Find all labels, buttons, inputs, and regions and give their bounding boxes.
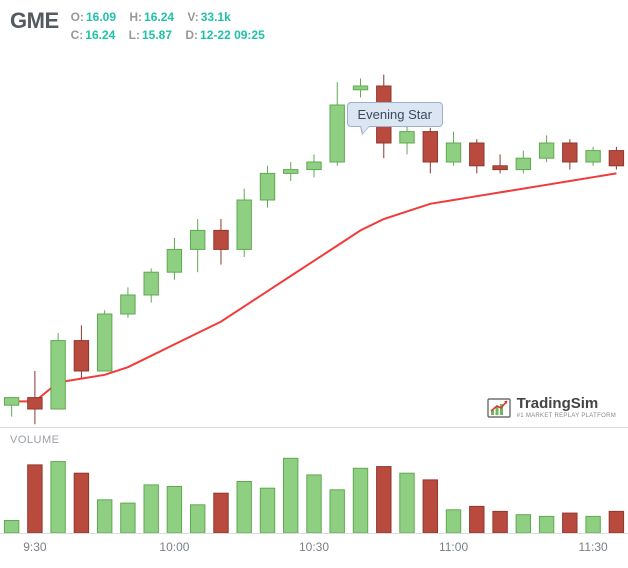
ticker-symbol: GME bbox=[10, 8, 59, 34]
close-value: 16.24 bbox=[85, 28, 115, 42]
annotation-text: Evening Star bbox=[358, 107, 432, 122]
brand-logo-icon bbox=[487, 398, 511, 418]
close-label: C: bbox=[71, 28, 84, 42]
volume-chart[interactable]: VOLUME bbox=[0, 428, 628, 533]
time-axis: 9:30 10:00 10:30 11:00 11:30 bbox=[0, 533, 628, 563]
time-tick: 10:00 bbox=[159, 540, 189, 554]
volume-label: V: bbox=[187, 10, 198, 24]
ohlc-values: O:16.09 H:16.24 V:33.1k C:16.24 L:15.87 … bbox=[71, 8, 275, 44]
brand-name: TradingSim bbox=[517, 396, 616, 411]
ohlc-header: GME O:16.09 H:16.24 V:33.1k C:16.24 L:15… bbox=[0, 0, 628, 48]
date-label: D: bbox=[185, 28, 198, 42]
low-label: L: bbox=[129, 28, 140, 42]
high-label: H: bbox=[129, 10, 142, 24]
low-value: 15.87 bbox=[142, 28, 172, 42]
open-value: 16.09 bbox=[86, 10, 116, 24]
price-chart[interactable]: Evening Star TradingSim #1 MARKET REPLAY… bbox=[0, 48, 628, 428]
brand-tagline: #1 MARKET REPLAY PLATFORM bbox=[517, 413, 616, 419]
time-tick: 9:30 bbox=[23, 540, 46, 554]
time-tick: 11:30 bbox=[579, 540, 608, 554]
volume-value: 33.1k bbox=[201, 10, 231, 24]
time-tick: 11:00 bbox=[439, 540, 468, 554]
pattern-annotation: Evening Star bbox=[347, 102, 443, 127]
time-tick: 10:30 bbox=[299, 540, 329, 554]
open-label: O: bbox=[71, 10, 84, 24]
brand-watermark: TradingSim #1 MARKET REPLAY PLATFORM bbox=[487, 396, 616, 419]
high-value: 16.24 bbox=[144, 10, 174, 24]
date-value: 12-22 09:25 bbox=[200, 28, 265, 42]
price-candles-svg bbox=[0, 48, 628, 428]
volume-bars-svg bbox=[0, 428, 628, 533]
